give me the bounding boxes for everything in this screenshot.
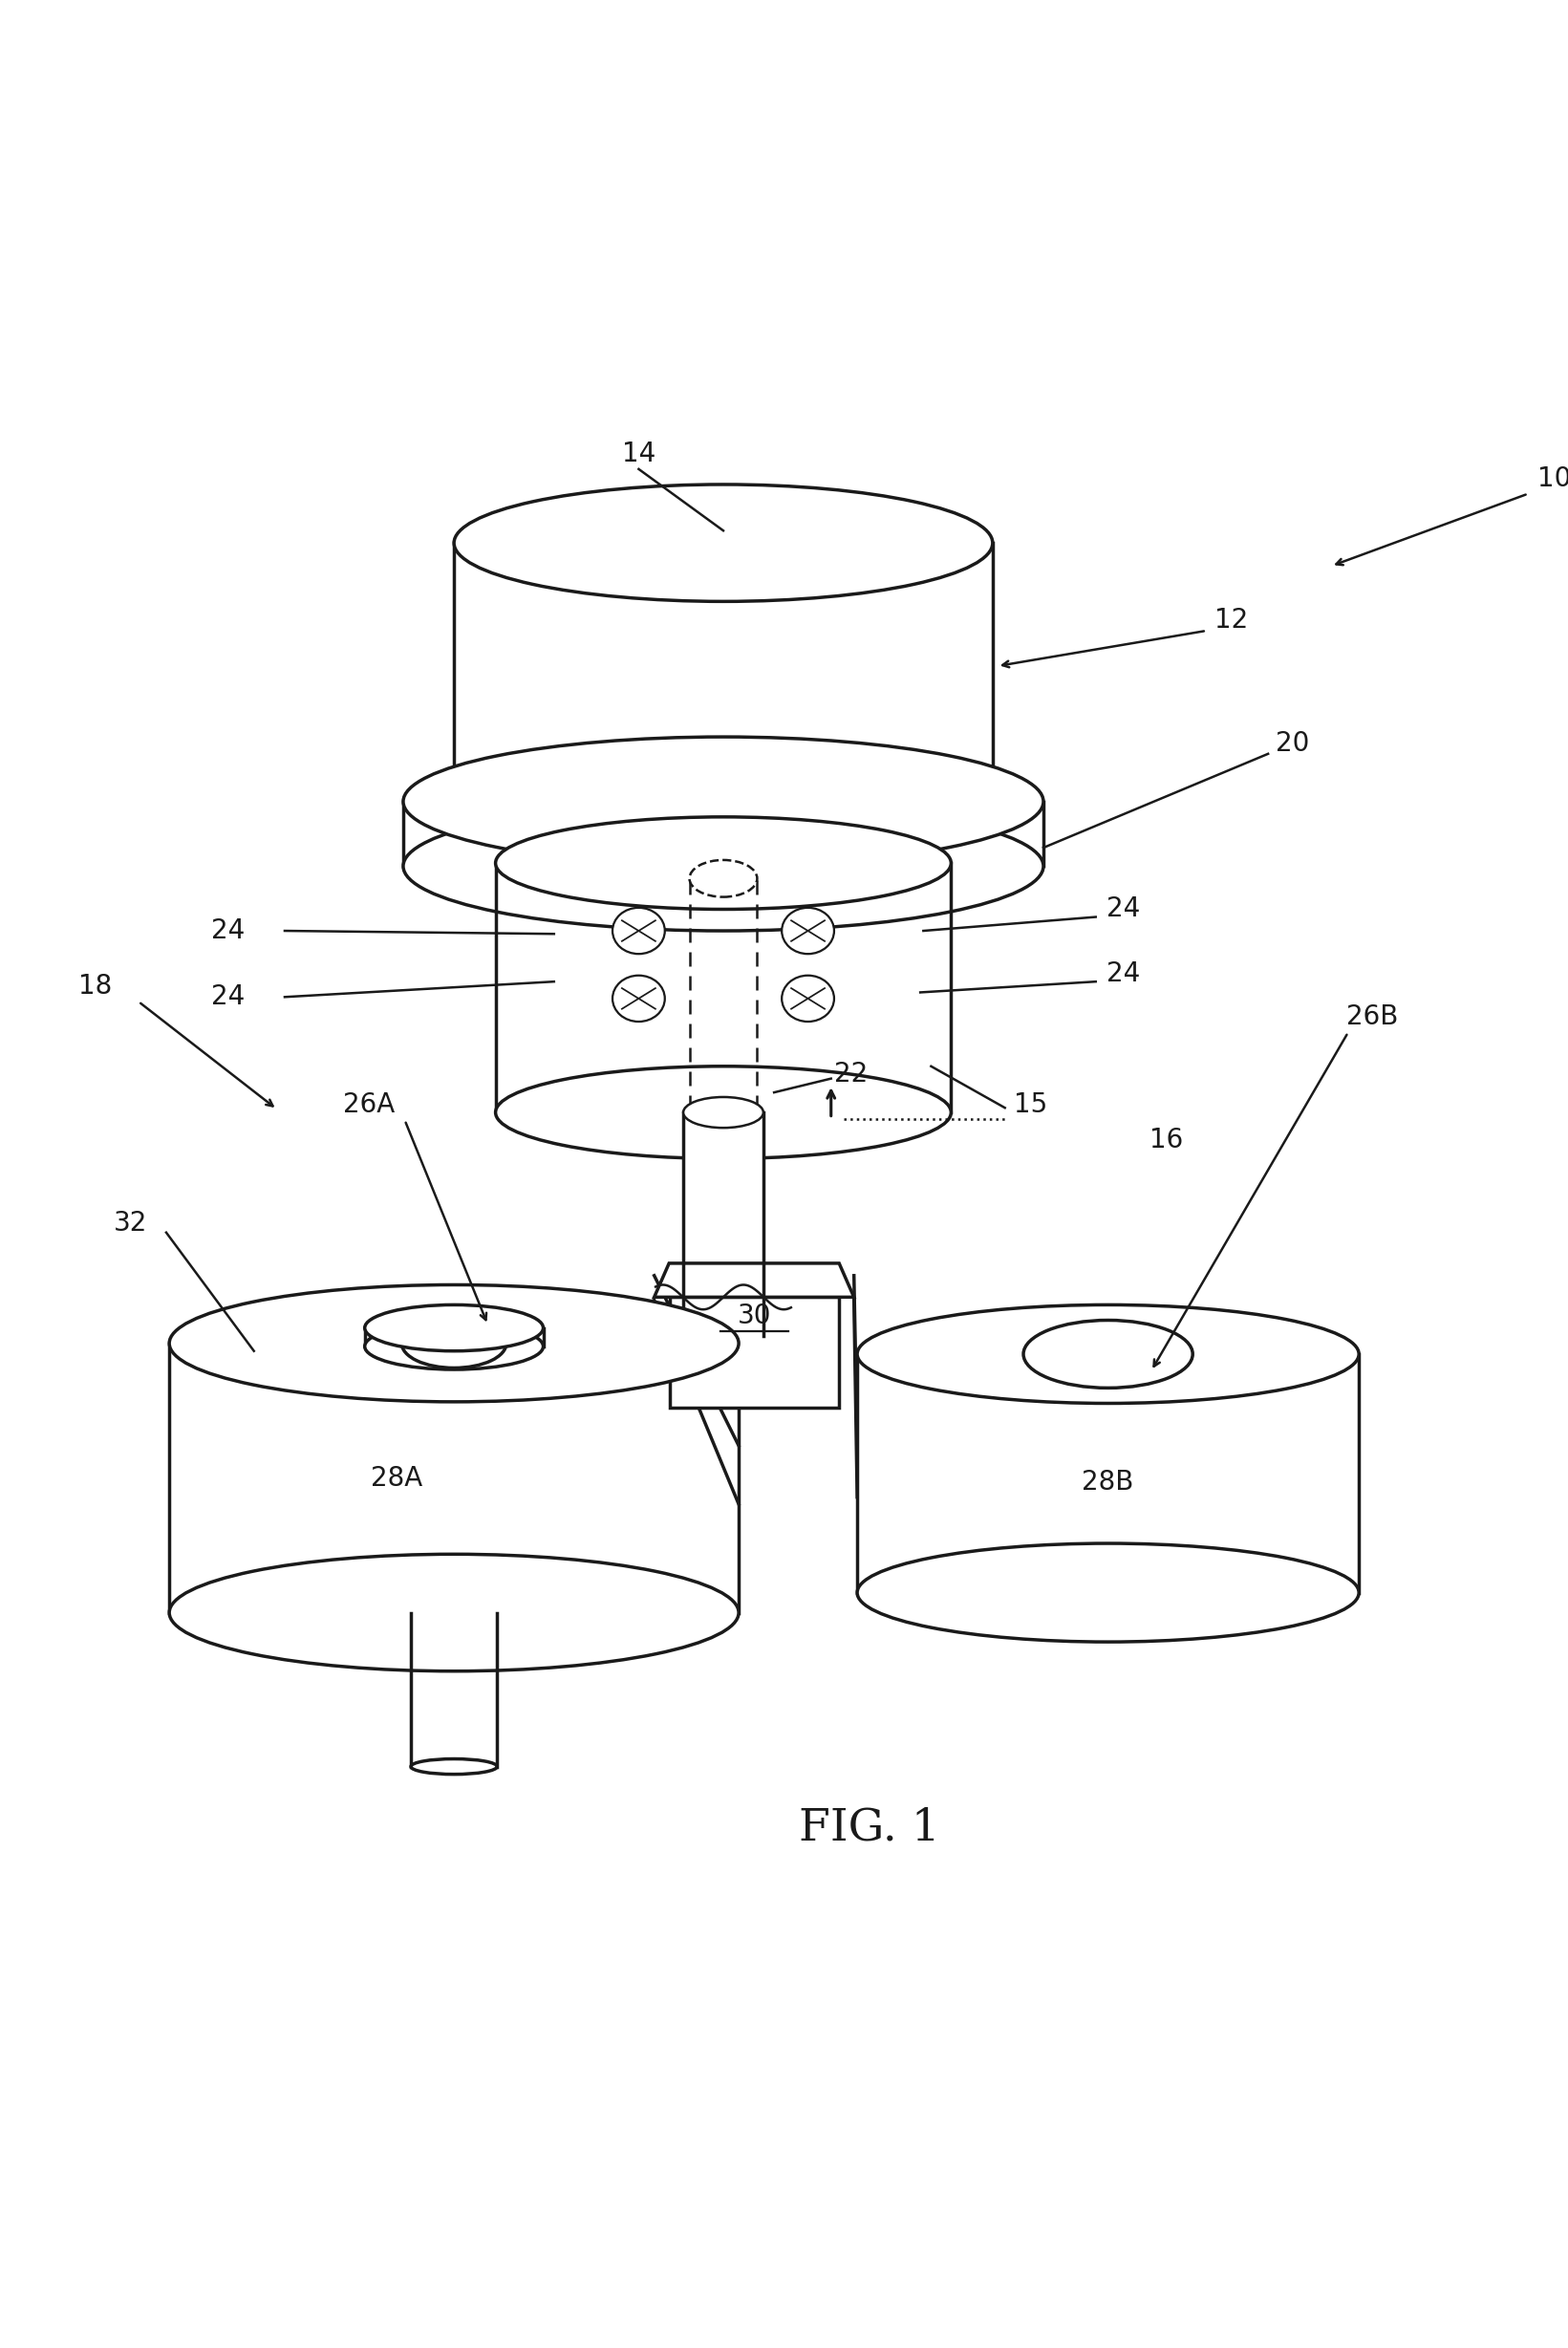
Text: 16: 16 bbox=[1149, 1127, 1184, 1153]
Ellipse shape bbox=[169, 1284, 739, 1402]
Polygon shape bbox=[495, 864, 952, 1113]
Polygon shape bbox=[403, 801, 1043, 866]
Text: 14: 14 bbox=[622, 441, 655, 467]
Ellipse shape bbox=[495, 817, 952, 909]
Text: 30: 30 bbox=[737, 1303, 771, 1329]
Polygon shape bbox=[169, 1343, 739, 1613]
Ellipse shape bbox=[495, 1066, 952, 1158]
Text: 24: 24 bbox=[1107, 960, 1140, 986]
Ellipse shape bbox=[403, 801, 1043, 930]
Ellipse shape bbox=[401, 1320, 506, 1369]
Text: 24: 24 bbox=[212, 918, 245, 944]
Text: 20: 20 bbox=[1276, 730, 1309, 756]
Ellipse shape bbox=[690, 859, 757, 897]
Ellipse shape bbox=[1024, 1320, 1193, 1388]
Ellipse shape bbox=[858, 1543, 1359, 1641]
Text: 32: 32 bbox=[114, 1209, 147, 1237]
Ellipse shape bbox=[169, 1554, 739, 1672]
Polygon shape bbox=[858, 1355, 1359, 1592]
Text: 22: 22 bbox=[834, 1061, 867, 1087]
Ellipse shape bbox=[411, 1759, 497, 1775]
Polygon shape bbox=[365, 1329, 543, 1345]
Polygon shape bbox=[411, 1613, 497, 1766]
Ellipse shape bbox=[613, 909, 665, 953]
Ellipse shape bbox=[455, 484, 993, 601]
Text: 10: 10 bbox=[1538, 465, 1568, 491]
Ellipse shape bbox=[365, 1305, 543, 1350]
Ellipse shape bbox=[455, 754, 993, 871]
Polygon shape bbox=[455, 542, 993, 812]
Polygon shape bbox=[684, 1113, 764, 1336]
Ellipse shape bbox=[782, 974, 834, 1021]
Text: 15: 15 bbox=[1014, 1092, 1047, 1118]
Text: 24: 24 bbox=[1107, 897, 1140, 923]
Text: 12: 12 bbox=[1214, 606, 1248, 634]
Ellipse shape bbox=[858, 1305, 1359, 1404]
Text: 28B: 28B bbox=[1082, 1468, 1134, 1496]
Polygon shape bbox=[654, 1263, 855, 1296]
Text: 28A: 28A bbox=[372, 1465, 423, 1491]
Text: FIG. 1: FIG. 1 bbox=[798, 1806, 941, 1850]
Ellipse shape bbox=[365, 1324, 543, 1369]
Text: 26A: 26A bbox=[343, 1092, 395, 1118]
Text: 26B: 26B bbox=[1347, 1003, 1399, 1031]
Ellipse shape bbox=[403, 737, 1043, 866]
Ellipse shape bbox=[684, 1097, 764, 1127]
Ellipse shape bbox=[782, 909, 834, 953]
Polygon shape bbox=[670, 1296, 839, 1409]
Text: 18: 18 bbox=[78, 972, 113, 1000]
Ellipse shape bbox=[613, 974, 665, 1021]
Text: 24: 24 bbox=[212, 984, 245, 1010]
